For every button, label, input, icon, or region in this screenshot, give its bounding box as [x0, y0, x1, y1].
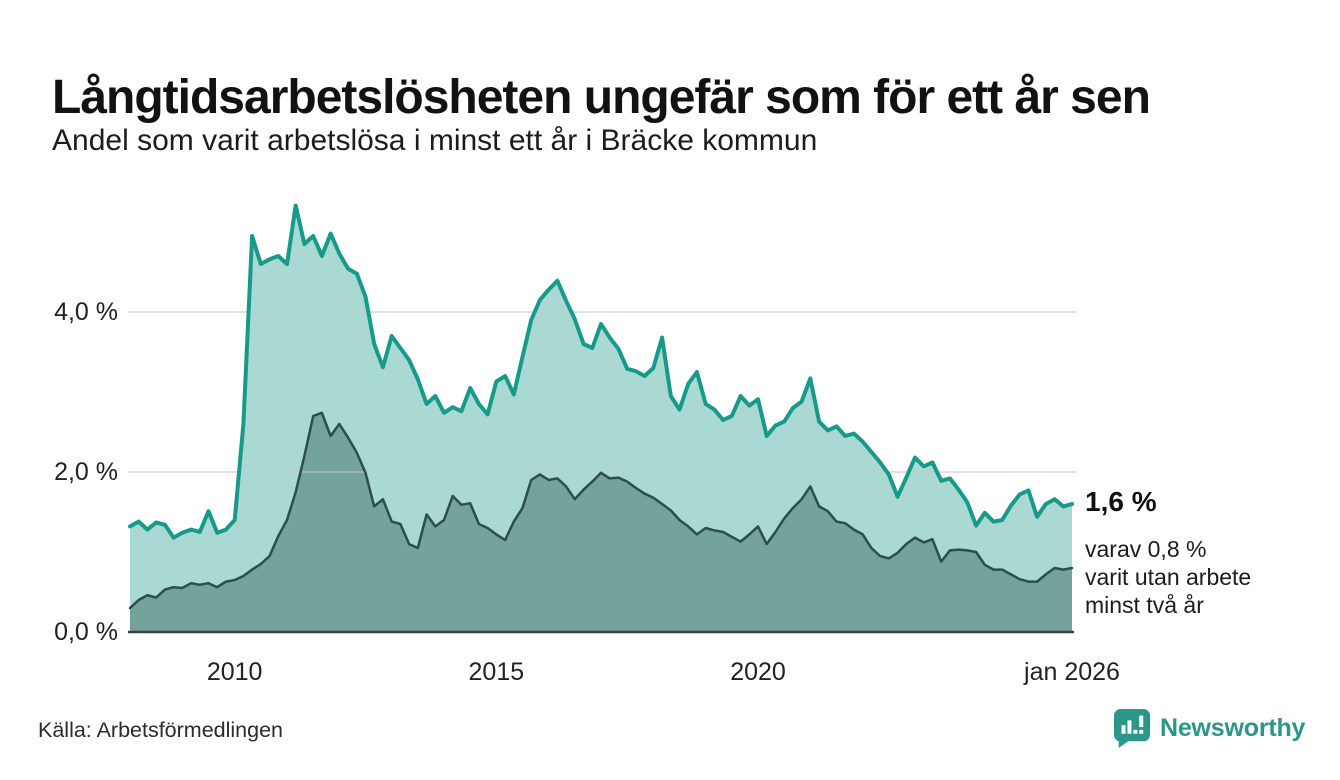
series-end-value-label: 1,6 %: [1085, 486, 1157, 517]
line-minst-ett-ar: [128, 203, 1074, 540]
chart-subtitle: Andel som varit arbetslösa i minst ett å…: [52, 124, 818, 157]
x-axis-tick-label: 2020: [730, 658, 786, 686]
end-note-line: varit utan arbete: [1085, 564, 1252, 590]
newsworthy-logo: Newsworthy: [1113, 708, 1305, 748]
page-title: Långtidsarbetslösheten ungefär som för e…: [52, 71, 1151, 125]
end-note-line: minst två år: [1085, 592, 1204, 618]
x-axis: 2010 2015 2020 jan 2026: [0, 658, 1340, 692]
line-minst-tva-ar: [128, 411, 1074, 610]
end-note-line: varav 0,8 %: [1085, 536, 1207, 562]
x-axis-tick-label: jan 2026: [1024, 658, 1120, 686]
y-axis-tick-label: 0,0 %: [54, 618, 118, 646]
newsworthy-bubble-chart-icon: [1113, 709, 1151, 748]
y-axis-tick-label: 4,0 %: [54, 298, 118, 326]
x-axis-tick-label: 2010: [206, 658, 263, 686]
x-axis-tick-label: 2015: [468, 658, 525, 686]
y-axis-tick-label: 2,0 %: [54, 458, 118, 486]
newsworthy-wordmark: Newsworthy: [1160, 713, 1306, 742]
area-minst-tva-ar: [130, 412, 1072, 632]
series-end-note: varav 0,8 % varit utan arbete minst två …: [1085, 535, 1251, 619]
source-credit: Källa: Arbetsförmedlingen: [38, 718, 284, 742]
